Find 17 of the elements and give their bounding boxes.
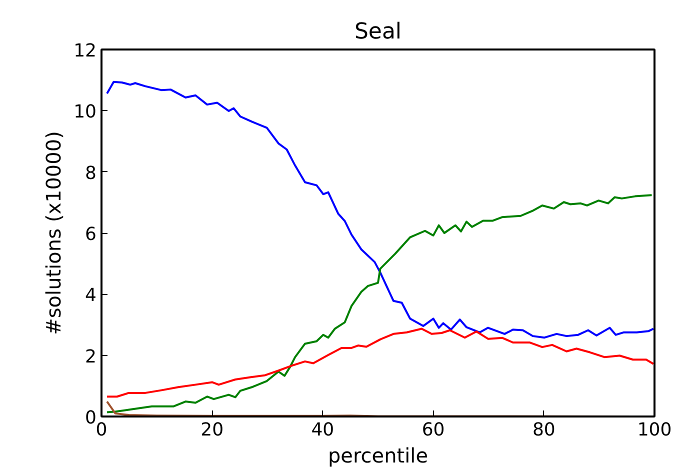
y-tick-label: 2 — [85, 346, 96, 368]
line-series — [106, 328, 654, 398]
x-tick-label: 40 — [311, 420, 334, 440]
y-tick-label: 10 — [74, 102, 96, 123]
x-tick-label: 80 — [532, 420, 556, 440]
y-tick-label: 8 — [85, 162, 96, 184]
x-axis-title: percentile — [328, 444, 428, 468]
y-axis-title: #solutions (x10000) — [42, 131, 66, 335]
line-series — [106, 194, 653, 414]
y-tick-label: 4 — [85, 285, 96, 306]
line-series — [106, 80, 654, 339]
chart-title: Seal — [354, 20, 402, 44]
x-tick-label: 20 — [200, 420, 224, 440]
y-tick-label: 6 — [85, 224, 96, 245]
x-tick-label: 60 — [422, 420, 445, 440]
x-tick-label: 100 — [637, 420, 672, 440]
y-tick-label: 12 — [74, 40, 96, 62]
